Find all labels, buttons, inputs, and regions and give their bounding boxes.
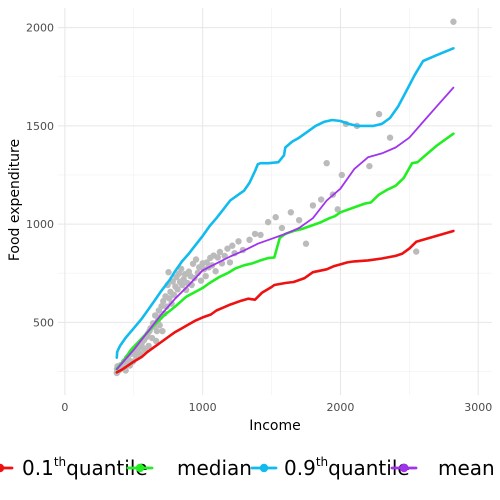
data-point — [450, 18, 457, 25]
data-point — [158, 303, 165, 310]
data-point — [159, 327, 166, 335]
data-point — [272, 214, 279, 221]
data-point — [163, 303, 170, 310]
data-point — [229, 242, 236, 249]
data-point — [151, 312, 159, 319]
data-point — [202, 272, 209, 280]
legend-key-dot-q01 — [0, 463, 5, 473]
data-point — [278, 224, 286, 232]
data-point — [302, 240, 310, 247]
legend-label-mean: mean — [438, 456, 495, 480]
data-point — [170, 291, 178, 299]
legend-key-dot-q09 — [259, 463, 269, 473]
data-point — [334, 206, 341, 213]
x-tick-label: 2000 — [326, 401, 354, 414]
x-tick-label: 3000 — [464, 401, 492, 414]
legend-key-dot-median — [135, 463, 145, 473]
data-point — [214, 254, 222, 261]
data-point — [386, 134, 394, 141]
data-point — [166, 295, 173, 302]
data-point — [309, 202, 317, 209]
legend-label-median: median — [177, 456, 252, 480]
x-axis-title: Income — [249, 418, 301, 434]
data-point — [145, 342, 152, 350]
legend-label-q01: 0.1thquantile — [22, 455, 148, 480]
data-point — [317, 196, 325, 203]
data-point — [323, 159, 330, 167]
data-point — [216, 248, 224, 256]
data-point — [224, 245, 231, 252]
data-point — [180, 275, 187, 283]
x-tick-label: 0 — [61, 401, 68, 414]
series-line-q09 — [115, 47, 455, 359]
data-point — [251, 230, 259, 238]
data-point — [152, 337, 160, 345]
series-line-median — [115, 132, 455, 371]
data-point — [264, 218, 272, 226]
data-point — [179, 281, 186, 289]
data-point — [246, 236, 253, 244]
data-point — [212, 268, 219, 275]
y-tick-label: 500 — [33, 316, 54, 329]
data-point — [287, 209, 295, 216]
data-point — [366, 162, 373, 170]
tick-labels: 0 1000 2000 3000 500 1000 1500 2000 — [26, 22, 492, 414]
y-axis-title: Food expenditure — [7, 139, 23, 261]
legend-key-dot-mean — [399, 463, 409, 473]
data-point — [226, 259, 234, 266]
data-point — [165, 269, 172, 276]
data-point — [197, 277, 205, 284]
data-point — [413, 248, 420, 255]
data-point — [235, 238, 242, 245]
series-line-mean — [115, 86, 455, 370]
data-point — [203, 259, 210, 266]
data-point — [174, 286, 181, 293]
data-point — [153, 327, 161, 335]
series-lines — [115, 47, 455, 374]
grid-lines — [58, 8, 492, 395]
legend: 0.1thquantile median 0.9thquantile mean — [0, 455, 495, 480]
data-point — [338, 171, 346, 179]
data-point — [177, 265, 185, 273]
y-tick-label: 1500 — [26, 120, 54, 133]
data-point — [375, 110, 383, 118]
series-line-q01 — [115, 229, 455, 374]
data-point — [192, 256, 200, 263]
data-point — [257, 231, 264, 239]
y-tick-label: 1000 — [26, 218, 54, 231]
data-point — [156, 322, 163, 329]
x-tick-label: 1000 — [189, 401, 217, 414]
data-point — [295, 216, 303, 224]
y-tick-label: 2000 — [26, 22, 54, 35]
